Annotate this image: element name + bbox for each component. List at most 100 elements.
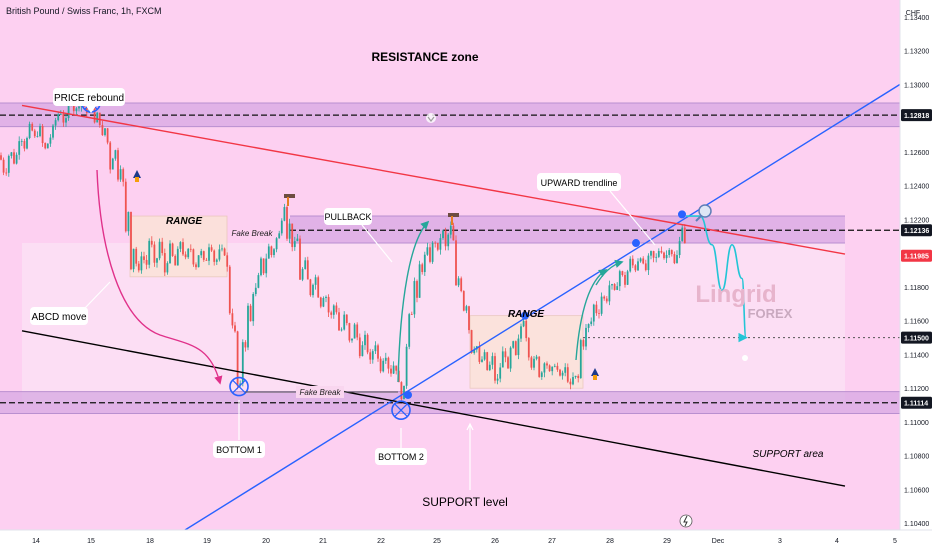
bottom2-callout xyxy=(375,448,427,465)
candle xyxy=(556,362,559,372)
currency-button[interactable] xyxy=(903,5,923,19)
candle xyxy=(202,250,205,262)
abcd-move-label: ABCD move xyxy=(31,312,86,323)
x-tick-label: 29 xyxy=(663,538,671,545)
candle xyxy=(156,257,158,268)
candle xyxy=(218,244,221,262)
candle xyxy=(293,236,296,251)
candle xyxy=(496,374,499,385)
candle xyxy=(564,363,567,377)
candle xyxy=(603,295,606,301)
candle xyxy=(150,236,153,248)
candle xyxy=(650,250,652,260)
candle xyxy=(400,381,403,401)
price-badge-label: 1.11114 xyxy=(904,401,928,408)
price-axis xyxy=(900,0,932,530)
y-tick-label: 1.12200 xyxy=(904,217,929,224)
candle xyxy=(231,308,234,329)
candle xyxy=(462,290,465,312)
candle xyxy=(540,371,543,380)
x-tick-label: 4 xyxy=(835,538,839,545)
candle xyxy=(442,229,444,240)
candle xyxy=(166,261,169,275)
candle xyxy=(189,244,192,253)
candle xyxy=(278,230,281,239)
candle xyxy=(106,127,109,145)
candle xyxy=(426,242,429,256)
candle xyxy=(423,251,426,276)
candle xyxy=(127,211,130,236)
candle xyxy=(65,113,67,127)
candle xyxy=(330,310,333,319)
y-tick-label: 1.10400 xyxy=(904,521,929,528)
candle xyxy=(257,272,260,289)
candle xyxy=(13,148,15,165)
price-rebound-pointer xyxy=(86,106,96,113)
fake-break-top-label: Fake Break xyxy=(232,229,274,238)
candle xyxy=(452,222,455,241)
candle xyxy=(543,362,546,378)
candle xyxy=(109,141,112,174)
candle xyxy=(499,363,502,383)
range-breakout-arrow xyxy=(575,269,608,361)
candle xyxy=(551,366,554,376)
candle xyxy=(325,295,327,303)
candle xyxy=(673,251,676,265)
candle xyxy=(122,167,125,187)
candle xyxy=(135,246,138,267)
candle xyxy=(117,147,119,182)
candle xyxy=(665,250,668,264)
candle xyxy=(2,157,5,176)
candle xyxy=(247,303,249,351)
price-rebound-callout xyxy=(53,88,125,106)
down-arrow-circle-icon xyxy=(426,113,436,123)
candle xyxy=(169,240,171,264)
candle xyxy=(374,341,377,355)
candle xyxy=(348,322,351,343)
candle xyxy=(488,361,491,372)
candle xyxy=(579,338,582,379)
watermark-forex: FOREX xyxy=(748,306,793,321)
candle xyxy=(647,253,650,276)
y-tick-label: 1.13200 xyxy=(904,49,929,56)
candle xyxy=(195,262,197,270)
bottom1-callout xyxy=(213,441,265,458)
candle xyxy=(408,312,411,350)
x-tick-label: 27 xyxy=(548,538,556,545)
candle xyxy=(301,267,304,282)
candle xyxy=(582,338,585,350)
candle xyxy=(101,120,104,136)
candle xyxy=(501,346,504,368)
currency-label[interactable]: CHF xyxy=(906,10,920,17)
x-tick-label: 20 xyxy=(262,538,270,545)
candle xyxy=(639,257,642,263)
candle xyxy=(39,123,41,138)
candle xyxy=(538,356,541,378)
candle xyxy=(163,248,166,277)
candle xyxy=(444,227,447,251)
y-tick-label: 1.13400 xyxy=(904,15,929,22)
candle xyxy=(387,356,390,374)
candle xyxy=(416,279,418,303)
pivot-touch-4 xyxy=(678,210,686,219)
candle xyxy=(54,117,57,130)
candle xyxy=(655,253,658,263)
hammer-icon xyxy=(284,194,295,206)
price-badge xyxy=(901,224,932,237)
candle xyxy=(657,248,660,259)
candle xyxy=(481,356,483,363)
lightning-icon[interactable] xyxy=(679,514,693,528)
candle xyxy=(611,283,613,290)
candle xyxy=(681,224,684,242)
candle xyxy=(18,136,21,160)
candle xyxy=(390,364,392,377)
candle xyxy=(33,128,36,139)
candle xyxy=(559,368,561,377)
candle xyxy=(283,203,286,222)
y-tick-label: 1.11000 xyxy=(904,420,929,427)
trendlines xyxy=(21,83,901,531)
candle xyxy=(228,264,231,315)
candle xyxy=(494,352,496,384)
candle xyxy=(683,224,686,244)
candle xyxy=(585,323,587,351)
